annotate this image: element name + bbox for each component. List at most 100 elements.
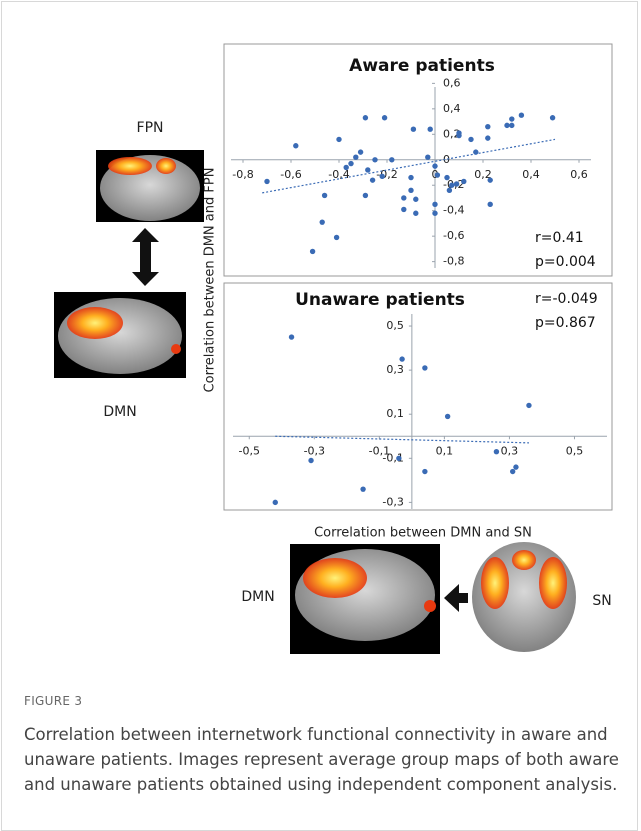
x-tick-label: 0,1 xyxy=(436,444,454,457)
brain-image xyxy=(468,540,580,654)
point xyxy=(408,188,413,193)
point xyxy=(365,167,370,172)
annotation: p=0.004 xyxy=(535,254,596,270)
point xyxy=(293,143,298,148)
page: {"chart_data": [ {"type": "scatter", "ti… xyxy=(0,0,641,816)
point xyxy=(389,157,394,162)
chart-title: Aware patients xyxy=(349,56,495,76)
double-arrow xyxy=(132,228,159,286)
annotation: r=-0.049 xyxy=(535,291,598,307)
point xyxy=(432,202,437,207)
point xyxy=(320,219,325,224)
x-axis-label: Correlation between DMN and SN xyxy=(314,526,532,541)
trend-line xyxy=(275,436,529,443)
point xyxy=(422,469,427,474)
y-tick-label: -0,8 xyxy=(443,255,464,268)
point xyxy=(413,211,418,216)
y-tick-label: 0,1 xyxy=(386,407,404,420)
point xyxy=(264,179,269,184)
point xyxy=(310,249,315,254)
x-tick-label: 0,5 xyxy=(566,444,584,457)
point xyxy=(485,135,490,140)
point xyxy=(435,172,440,177)
point xyxy=(456,130,461,135)
point xyxy=(322,193,327,198)
x-tick-label: -0,5 xyxy=(239,444,260,457)
point xyxy=(504,123,509,128)
point xyxy=(358,149,363,154)
annotation: r=0.41 xyxy=(535,230,584,246)
figure-label: FIGURE 3 xyxy=(24,694,82,708)
point xyxy=(363,115,368,120)
x-tick-label: -0,2 xyxy=(376,168,397,181)
x-tick-label: 0,4 xyxy=(522,168,540,181)
annotation: p=0.867 xyxy=(535,315,596,331)
point xyxy=(273,500,278,505)
y-tick-label: 0,5 xyxy=(386,319,404,332)
point xyxy=(509,123,514,128)
y-tick-label: -0,6 xyxy=(443,229,464,242)
y-tick-label: 0,4 xyxy=(443,102,461,115)
figure: Correlation between DMN and FPN Correlat… xyxy=(0,0,641,690)
point xyxy=(428,127,433,132)
point xyxy=(411,127,416,132)
brain-label: DMN xyxy=(241,589,274,605)
point xyxy=(408,175,413,180)
point xyxy=(363,193,368,198)
point xyxy=(447,188,452,193)
point xyxy=(413,197,418,202)
y-tick-label: -0,4 xyxy=(443,204,464,217)
point xyxy=(348,161,353,166)
y-tick-label: 0,6 xyxy=(443,76,461,89)
point xyxy=(289,334,294,339)
point xyxy=(382,115,387,120)
point xyxy=(445,414,450,419)
point xyxy=(519,113,524,118)
point xyxy=(401,207,406,212)
brain-label: SN xyxy=(592,593,611,609)
point xyxy=(422,365,427,370)
point xyxy=(425,155,430,160)
brain-image xyxy=(290,544,440,654)
point xyxy=(344,165,349,170)
brain-label: FPN xyxy=(137,120,164,136)
point xyxy=(396,456,401,461)
point xyxy=(485,124,490,129)
point xyxy=(334,235,339,240)
brain-image xyxy=(54,292,186,378)
point xyxy=(432,163,437,168)
point xyxy=(380,174,385,179)
point xyxy=(526,403,531,408)
point xyxy=(494,449,499,454)
point xyxy=(432,211,437,216)
y-axis-label: Correlation between DMN and FPN xyxy=(203,168,218,393)
point xyxy=(353,155,358,160)
point xyxy=(468,137,473,142)
point xyxy=(473,149,478,154)
point xyxy=(513,464,518,469)
point xyxy=(308,458,313,463)
chart-title: Unaware patients xyxy=(295,290,465,310)
point xyxy=(370,177,375,182)
x-tick-label: -0,8 xyxy=(232,168,253,181)
x-tick-label: 0,6 xyxy=(570,168,588,181)
point xyxy=(401,195,406,200)
brain-image xyxy=(96,150,204,222)
point xyxy=(360,486,365,491)
point xyxy=(510,469,515,474)
point xyxy=(461,179,466,184)
point xyxy=(454,181,459,186)
point xyxy=(444,175,449,180)
point xyxy=(488,202,493,207)
point xyxy=(488,177,493,182)
brain-label: DMN xyxy=(103,404,136,420)
x-tick-label: -0,6 xyxy=(280,168,301,181)
point xyxy=(372,157,377,162)
x-tick-label: 0,3 xyxy=(501,444,519,457)
figure-caption: Correlation between internetwork functio… xyxy=(24,722,620,797)
point xyxy=(550,115,555,120)
trend-line xyxy=(262,139,555,192)
point xyxy=(336,137,341,142)
point xyxy=(509,116,514,121)
point xyxy=(399,356,404,361)
